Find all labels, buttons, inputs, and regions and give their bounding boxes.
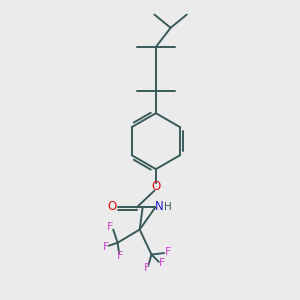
Text: F: F bbox=[164, 247, 171, 256]
Text: F: F bbox=[103, 242, 109, 252]
Text: N: N bbox=[154, 200, 163, 213]
Text: F: F bbox=[117, 251, 124, 261]
Text: O: O bbox=[108, 200, 117, 213]
Text: F: F bbox=[107, 222, 113, 232]
Text: F: F bbox=[144, 263, 150, 273]
Text: H: H bbox=[164, 202, 172, 212]
Text: F: F bbox=[159, 258, 165, 268]
Text: O: O bbox=[151, 180, 160, 193]
